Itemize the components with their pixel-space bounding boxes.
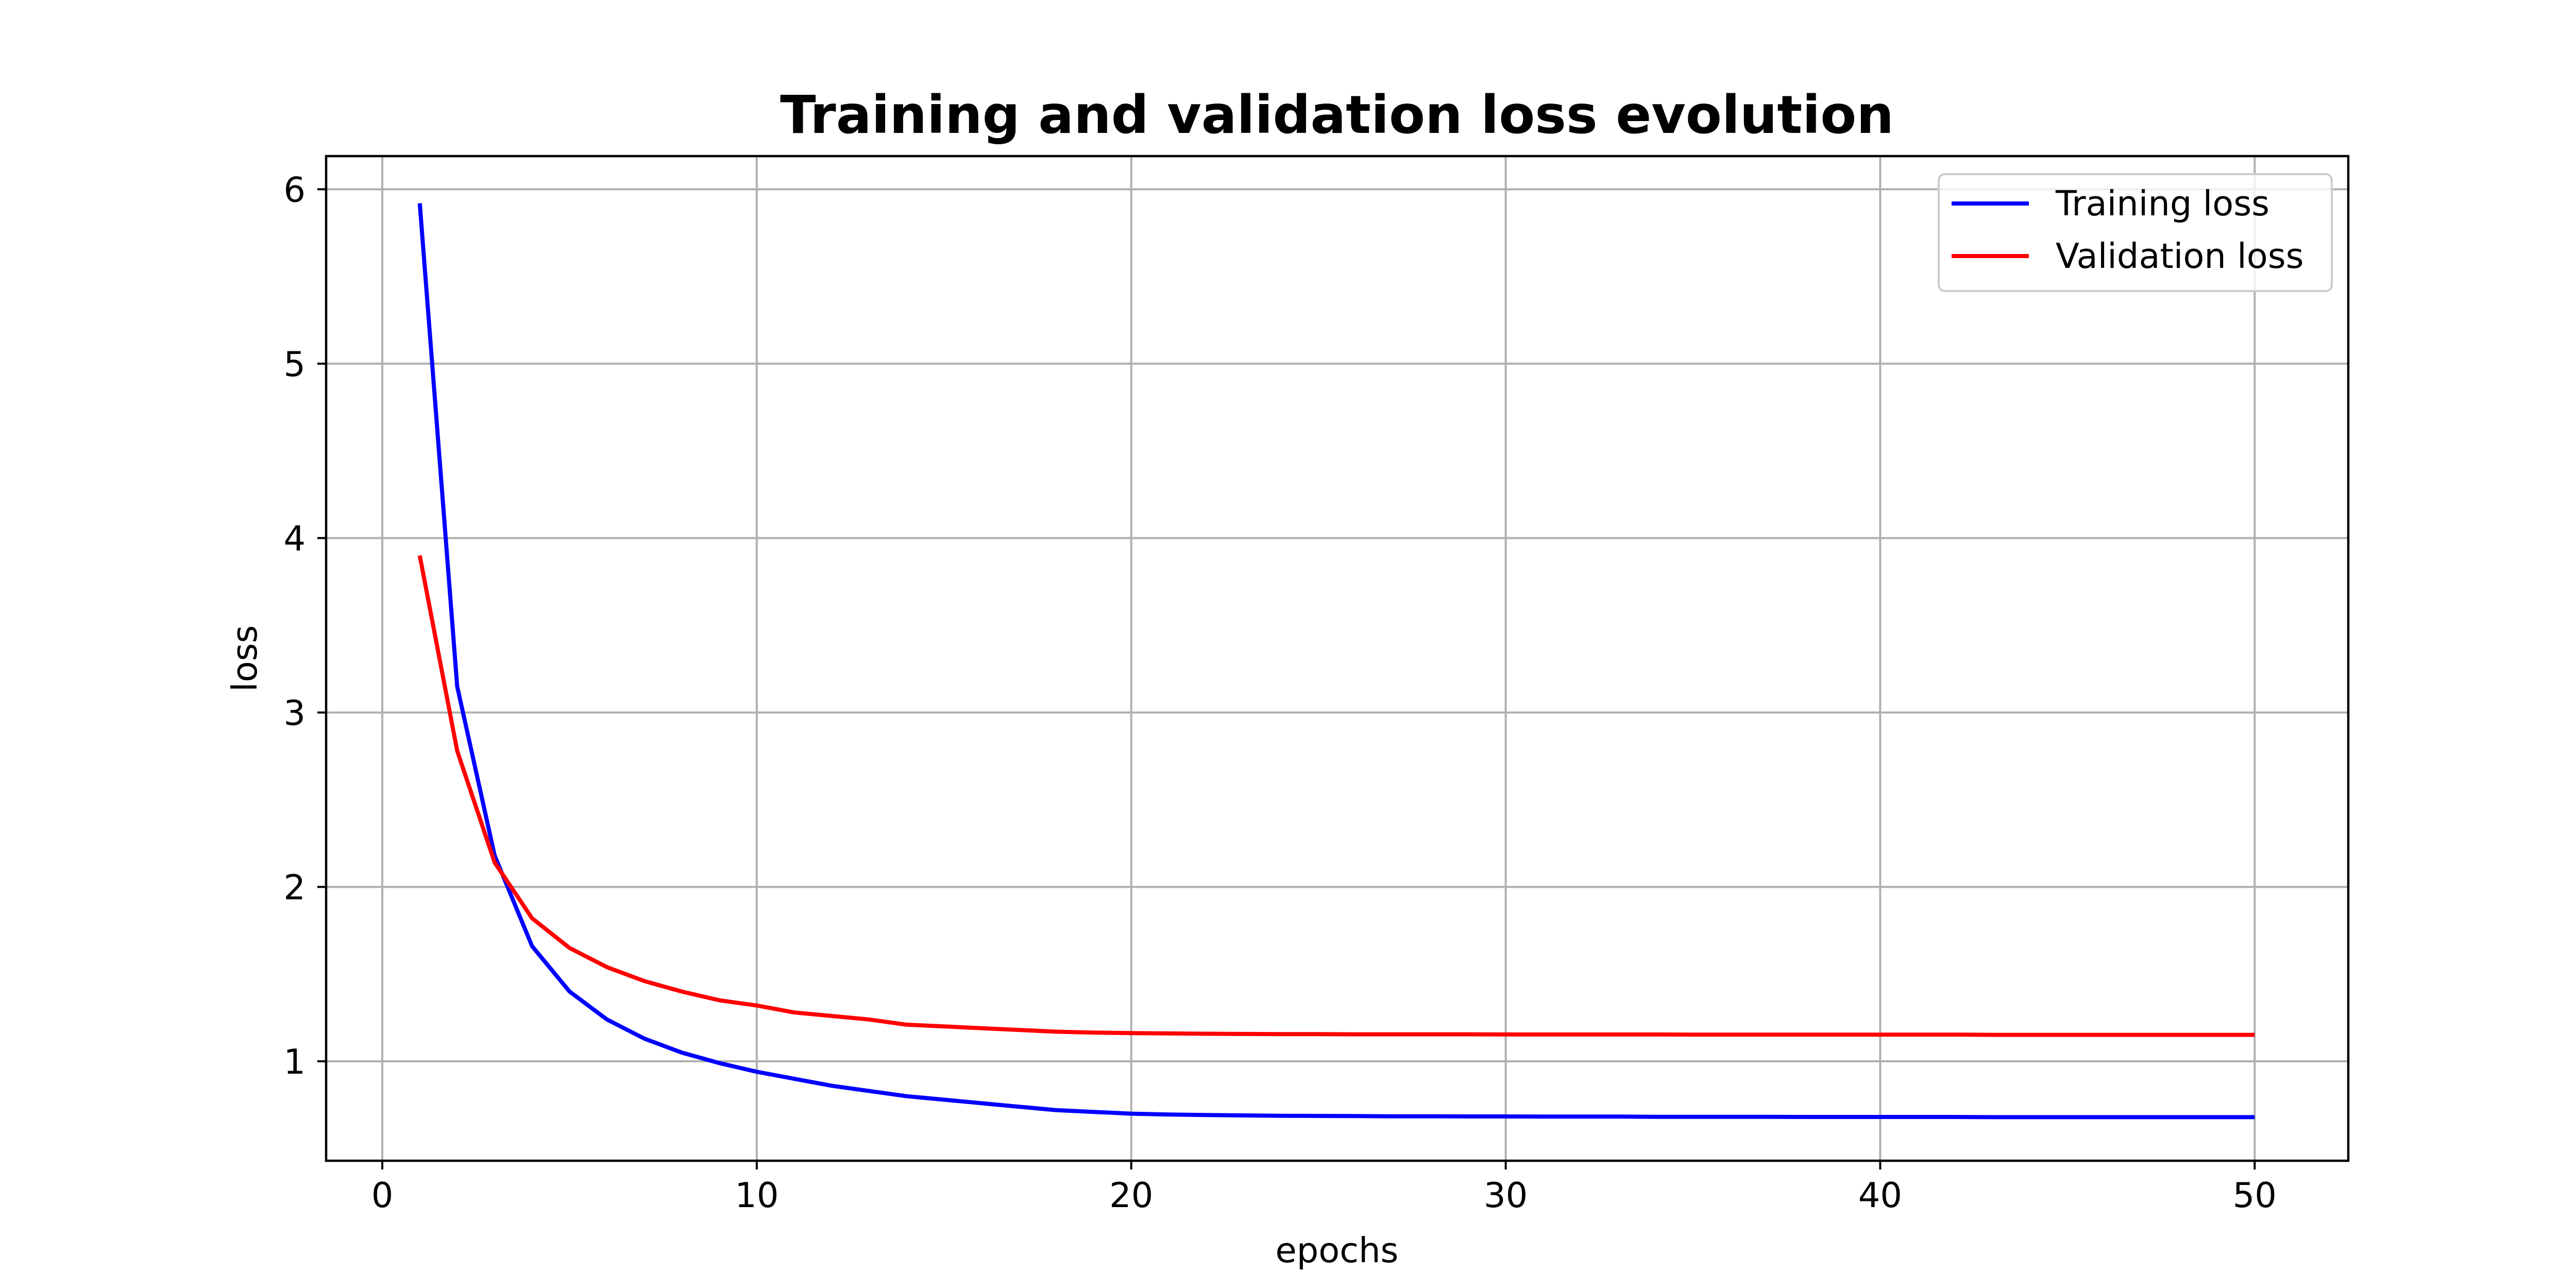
legend-label-validation: Validation loss: [2056, 236, 2304, 276]
y-tick-label: 2: [283, 867, 306, 907]
legend: Training loss Validation loss: [1938, 173, 2333, 292]
x-tick-label: 50: [2233, 1175, 2277, 1215]
x-tick-label: 10: [735, 1175, 778, 1215]
series-line-training: [417, 203, 2255, 1120]
legend-box: [1938, 173, 2333, 292]
chart-title: Training and validation loss evolution: [780, 84, 1894, 146]
y-axis-label: loss: [225, 625, 265, 691]
series-line-validation: [417, 555, 2255, 1037]
y-tick-label: 4: [283, 518, 306, 558]
x-axis-label: epochs: [1276, 1230, 1399, 1270]
y-tick-label: 1: [283, 1042, 306, 1082]
series-layer: [417, 203, 2255, 1120]
x-tick-label: 30: [1484, 1175, 1528, 1215]
y-tick-label: 6: [283, 170, 306, 210]
grid: [326, 156, 2348, 1161]
y-tick-label: 3: [283, 693, 306, 733]
x-tick-label: 0: [371, 1175, 394, 1215]
legend-label-training: Training loss: [2055, 183, 2269, 224]
x-axis-ticks: 0 10 20 30 40 50: [371, 1161, 2277, 1215]
plot-frame: [325, 155, 2350, 1162]
x-tick-label: 40: [1858, 1175, 1902, 1215]
x-tick-label: 20: [1109, 1175, 1153, 1215]
y-axis-ticks: 1 2 3 4 5 6: [283, 170, 326, 1082]
y-tick-label: 5: [283, 344, 306, 384]
